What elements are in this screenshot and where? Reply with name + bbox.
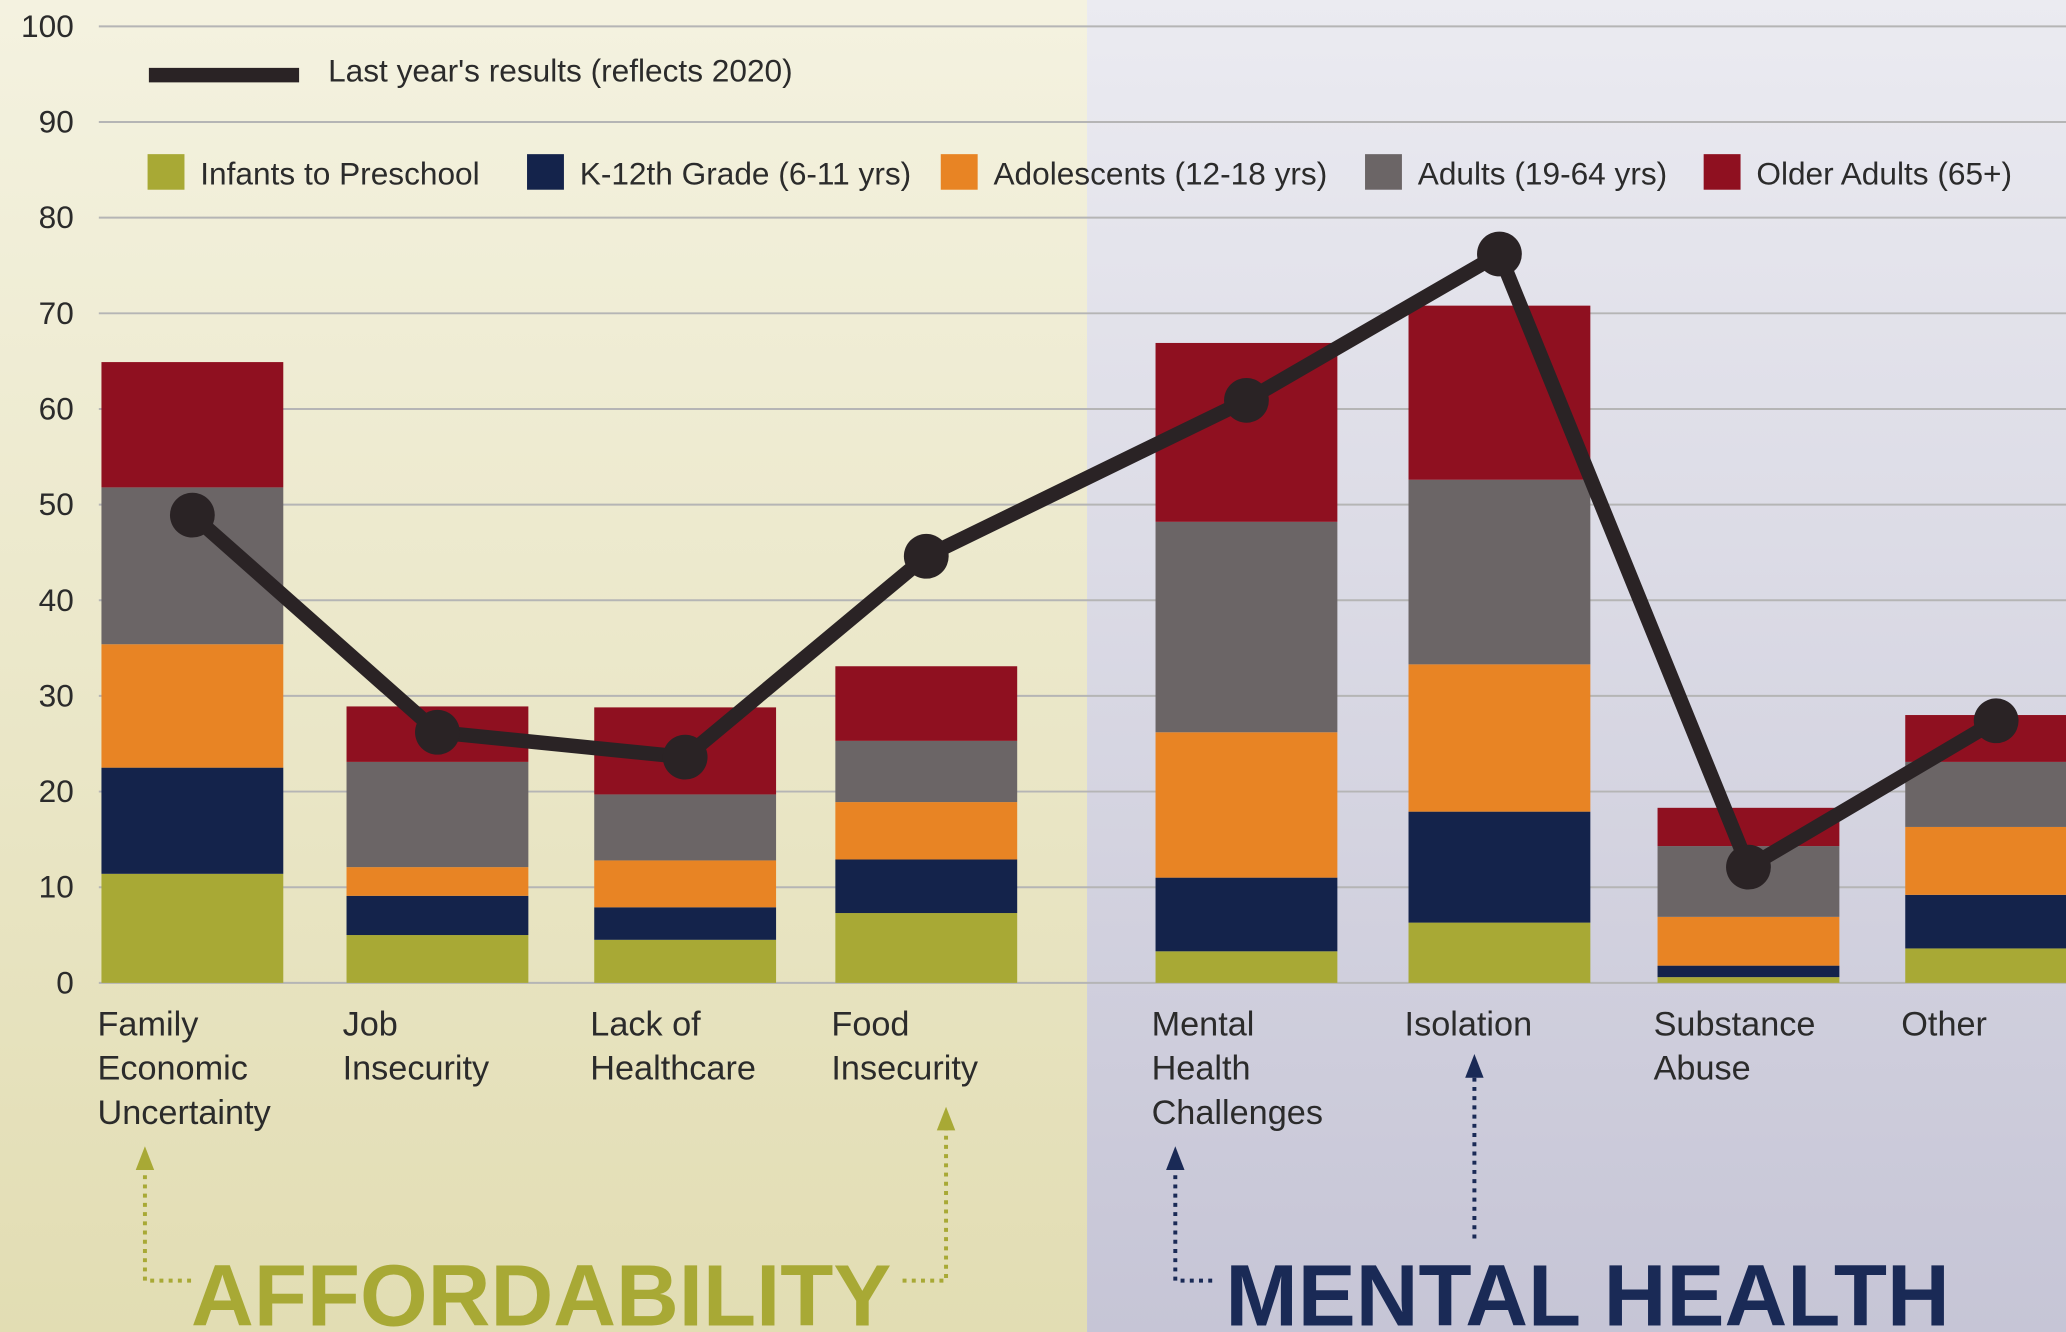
bar-segment — [1905, 948, 2066, 983]
bar-segment — [346, 895, 529, 936]
bar-segment — [1155, 877, 1338, 952]
last-year-marker — [1973, 698, 2019, 744]
group-label: MENTAL HEALTH — [1225, 1247, 1949, 1332]
last-year-marker — [1726, 844, 1771, 890]
y-tick-label: 70 — [39, 295, 74, 331]
y-tick-label: 40 — [39, 582, 74, 618]
legend-label: Infants to Preschool — [200, 155, 479, 191]
x-tick-label: Substance Abuse — [1654, 1006, 1816, 1088]
y-tick-label: 100 — [21, 8, 74, 44]
legend-label: Older Adults (65+) — [1756, 155, 2012, 191]
bar-segment — [835, 913, 1018, 983]
legend-swatch — [940, 154, 978, 190]
bar-segment — [1408, 479, 1591, 665]
legend-label: Adults (19-64 yrs) — [1418, 155, 1667, 191]
bar-segment — [1905, 894, 2066, 949]
y-tick-label: 80 — [39, 199, 74, 235]
last-year-line — [187, 246, 2000, 875]
arrow-heads — [135, 1054, 1484, 1170]
bar-segment — [835, 740, 1018, 803]
bar-segment — [1657, 965, 1840, 978]
x-tick-label: Food Insecurity — [831, 1006, 978, 1088]
bar-segment — [835, 859, 1018, 914]
y-tick-label: 0 — [56, 964, 74, 1000]
y-tick-label: 90 — [39, 104, 74, 140]
bar-segment — [1408, 922, 1591, 983]
legend-swatch — [147, 154, 185, 190]
legend-label: Last year's results (reflects 2020) — [328, 53, 793, 89]
bar-segment — [1905, 761, 2066, 827]
legend-swatch — [527, 154, 564, 190]
bar-segment — [101, 362, 284, 488]
x-tick-label: Mental Health Challenges — [1152, 1006, 1323, 1132]
bar-segment — [1408, 664, 1591, 812]
last-year-marker — [169, 492, 215, 538]
y-tick-label: 50 — [39, 486, 74, 522]
y-tick-label: 10 — [39, 869, 74, 905]
bar-segment — [346, 761, 529, 868]
y-tick-label: 60 — [39, 390, 74, 426]
y-tick-label: 30 — [39, 677, 74, 713]
bar-segment — [1155, 951, 1338, 983]
bar-segment — [1657, 977, 1840, 983]
bar-segment — [1657, 916, 1840, 966]
bar-segment — [1155, 732, 1338, 878]
arrows — [142, 1073, 1477, 1283]
last-year-marker — [1477, 231, 1522, 277]
legend-swatch — [1703, 154, 1741, 190]
bar-segment — [594, 939, 777, 983]
last-year-marker — [662, 734, 708, 780]
bar-segment — [594, 794, 777, 861]
bar-segment — [594, 860, 777, 908]
bar-segment — [346, 935, 529, 983]
bar-segment — [594, 907, 777, 940]
x-tick-label: Family Economic Uncertainty — [98, 1006, 272, 1132]
y-tick-label: 20 — [39, 773, 74, 809]
legend-label: Adolescents (12-18 yrs) — [993, 155, 1327, 191]
x-tick-label: Other — [1901, 1006, 1987, 1044]
bar-segment — [1155, 521, 1338, 733]
x-tick-label: Lack of Healthcare — [590, 1006, 756, 1088]
bar-segment — [835, 802, 1018, 860]
bar-segment — [835, 666, 1018, 741]
legend-label: K-12th Grade (6-11 yrs) — [580, 155, 911, 191]
legend-swatch — [1365, 154, 1402, 190]
bar-segment — [101, 644, 284, 768]
x-tick-label: Isolation — [1405, 1006, 1533, 1044]
bar-segment — [101, 873, 284, 983]
bar-segment — [1408, 811, 1591, 923]
last-year-marker — [903, 533, 949, 579]
x-tick-label: Job Insecurity — [343, 1006, 490, 1088]
last-year-marker — [1224, 377, 1269, 423]
bar-segment — [101, 767, 284, 874]
last-year-marker — [415, 709, 460, 755]
bar-segment — [1905, 826, 2066, 895]
bar-segment — [346, 867, 529, 896]
group-label: AFFORDABILITY — [191, 1247, 891, 1332]
